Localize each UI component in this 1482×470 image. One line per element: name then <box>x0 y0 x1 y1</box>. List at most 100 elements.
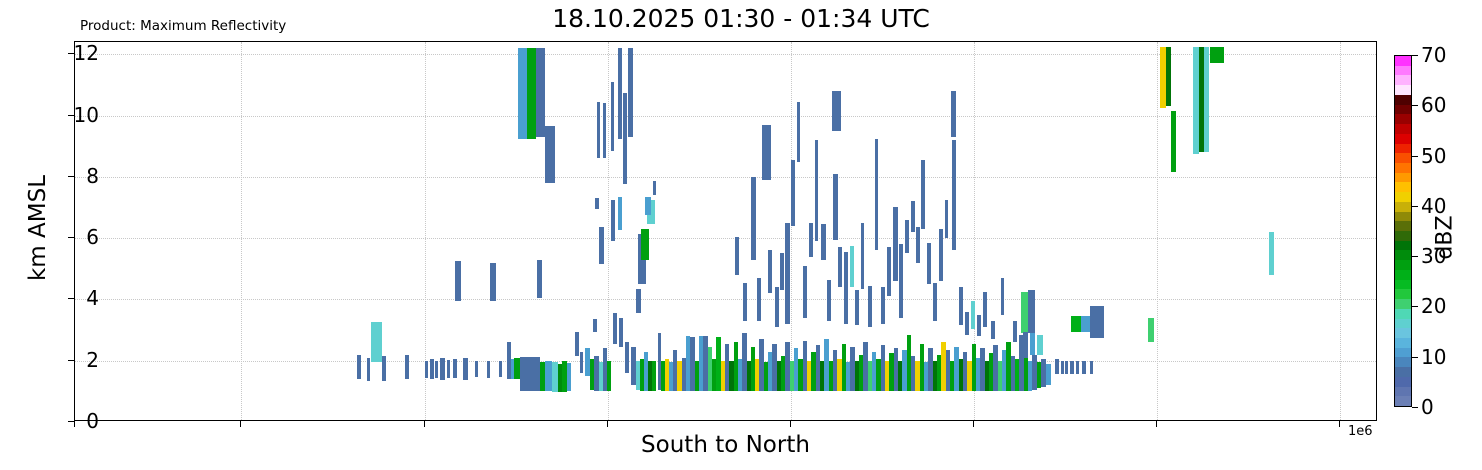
reflectivity-column <box>921 159 925 229</box>
reflectivity-column <box>1148 317 1154 343</box>
reflectivity-column <box>1019 334 1024 392</box>
reflectivity-column <box>425 360 428 378</box>
reflectivity-column <box>920 343 924 392</box>
y-axis-tick-label: 4 <box>86 286 99 311</box>
reflectivity-columns <box>75 42 1376 420</box>
colorbar-segment <box>1395 337 1411 348</box>
reflectivity-column <box>868 361 872 392</box>
reflectivity-column <box>628 48 633 137</box>
reflectivity-column <box>791 159 795 226</box>
reflectivity-column <box>1002 349 1006 392</box>
reflectivity-column <box>747 361 751 392</box>
x-axis-tick-mark <box>74 421 75 427</box>
reflectivity-column <box>1204 46 1209 153</box>
reflectivity-column <box>619 317 623 347</box>
reflectivity-column <box>499 361 502 378</box>
reflectivity-column <box>455 261 461 301</box>
colorbar-segment <box>1395 230 1411 241</box>
x-axis-tick-mark <box>240 421 241 427</box>
reflectivity-column <box>941 342 946 392</box>
reflectivity-column <box>603 103 606 159</box>
colorbar-tick-label: 20 <box>1421 294 1447 319</box>
y-axis-tick-mark <box>68 114 74 116</box>
reflectivity-column <box>618 196 622 231</box>
reflectivity-column <box>463 357 468 380</box>
reflectivity-column <box>540 362 545 392</box>
reflectivity-column <box>980 348 985 392</box>
reflectivity-column <box>797 101 800 162</box>
reflectivity-column <box>636 288 641 314</box>
reflectivity-column <box>558 363 562 392</box>
colorbar-tick-mark <box>1412 356 1418 358</box>
colorbar-segment <box>1395 74 1411 86</box>
colorbar-segment <box>1395 220 1411 231</box>
reflectivity-column <box>889 353 894 392</box>
reflectivity-column <box>933 360 937 392</box>
gridline-horizontal <box>75 54 1376 56</box>
reflectivity-column <box>976 357 980 392</box>
reflectivity-column <box>725 343 729 392</box>
reflectivity-column <box>777 361 781 392</box>
reflectivity-column <box>838 247 842 288</box>
reflectivity-column <box>1030 333 1035 355</box>
reflectivity-column <box>603 348 607 392</box>
reflectivity-column <box>648 361 652 392</box>
y-axis-tick-label: 10 <box>73 102 99 127</box>
gridline-horizontal <box>75 238 1376 240</box>
reflectivity-column <box>755 359 759 392</box>
reflectivity-column <box>1199 46 1204 153</box>
reflectivity-column <box>1171 110 1176 173</box>
reflectivity-column <box>430 359 434 380</box>
reflectivity-column <box>631 346 636 386</box>
colorbar-tick-label: 40 <box>1421 193 1447 218</box>
reflectivity-column <box>850 245 854 288</box>
reflectivity-column <box>1001 277 1004 315</box>
reflectivity-column <box>905 219 909 254</box>
figure-title: 18.10.2025 01:30 - 01:34 UTC <box>552 4 930 33</box>
reflectivity-column <box>933 282 937 321</box>
reflectivity-column <box>829 361 833 392</box>
reflectivity-column <box>971 300 975 329</box>
colorbar-tick-mark <box>1412 155 1418 157</box>
y-axis-tick-mark <box>68 237 74 239</box>
reflectivity-column <box>1028 290 1035 334</box>
reflectivity-column <box>798 359 803 392</box>
reflectivity-column <box>916 227 920 263</box>
reflectivity-column <box>928 348 933 392</box>
gridline-vertical <box>1340 42 1341 420</box>
x-axis-tick-mark <box>790 421 791 427</box>
reflectivity-column <box>790 360 794 392</box>
x-axis-tick-mark <box>424 421 425 427</box>
reflectivity-column <box>640 359 644 391</box>
reflectivity-column <box>721 360 725 392</box>
reflectivity-column <box>872 351 876 392</box>
reflectivity-column <box>1037 362 1041 389</box>
y-axis-tick-label: 12 <box>73 41 99 66</box>
reflectivity-column <box>575 331 579 357</box>
reflectivity-column <box>927 242 931 285</box>
plot-area <box>74 41 1377 421</box>
x-axis-tick-mark <box>1339 421 1340 427</box>
reflectivity-column <box>952 140 956 251</box>
reflectivity-column <box>1006 342 1011 392</box>
reflectivity-column <box>690 336 695 392</box>
gridline-vertical <box>425 42 426 420</box>
reflectivity-column <box>1041 359 1046 387</box>
colorbar-segment <box>1395 152 1411 163</box>
reflectivity-column <box>699 336 703 392</box>
reflectivity-column <box>511 359 514 380</box>
reflectivity-column <box>924 362 928 392</box>
reflectivity-column <box>1090 361 1093 374</box>
reflectivity-column <box>785 342 790 392</box>
reflectivity-column <box>716 336 721 392</box>
colorbar-tick-label: 30 <box>1421 244 1447 269</box>
colorbar-segment <box>1395 200 1411 212</box>
reflectivity-column <box>751 346 755 392</box>
y-axis-tick-mark <box>68 298 74 300</box>
reflectivity-column <box>537 259 542 298</box>
reflectivity-column <box>850 346 855 392</box>
y-axis-tick-label: 8 <box>86 163 99 188</box>
reflectivity-column <box>623 92 627 185</box>
reflectivity-column <box>507 342 511 380</box>
